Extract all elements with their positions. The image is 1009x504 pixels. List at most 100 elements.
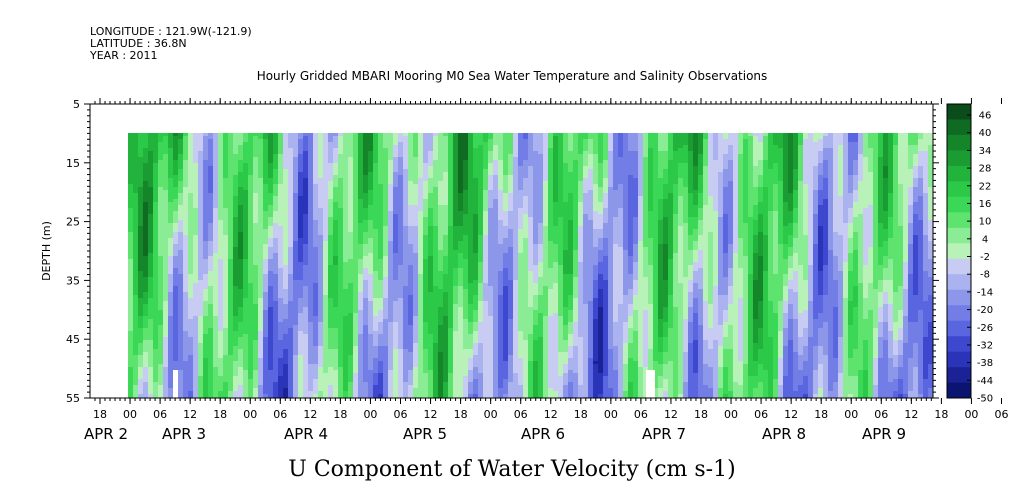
heatmap-cell	[403, 181, 409, 185]
heatmap-cell	[248, 169, 254, 173]
heatmap-cell	[183, 364, 189, 368]
heatmap-cell	[278, 247, 284, 251]
heatmap-cell	[278, 259, 284, 263]
heatmap-cell	[228, 247, 234, 251]
heatmap-cell	[148, 289, 154, 293]
heatmap-cell	[198, 301, 204, 305]
heatmap-cell	[248, 205, 254, 209]
heatmap-cell	[283, 346, 289, 350]
heatmap-cell	[128, 325, 134, 329]
heatmap-cell	[208, 166, 214, 170]
heatmap-cell	[128, 145, 134, 149]
heatmap-cell	[213, 304, 219, 308]
heatmap-cell	[313, 352, 319, 356]
heatmap-cell	[193, 244, 199, 248]
heatmap-cell	[363, 178, 369, 182]
heatmap-cell	[178, 358, 184, 362]
heatmap-cell	[363, 211, 369, 215]
heatmap-cell	[218, 253, 224, 257]
heatmap-cell	[138, 193, 144, 197]
heatmap-cell	[163, 355, 169, 359]
heatmap-cell	[343, 229, 349, 233]
heatmap-cell	[328, 133, 334, 137]
heatmap-cell	[338, 283, 344, 287]
heatmap-cell	[248, 178, 254, 182]
heatmap-cell	[398, 220, 404, 224]
heatmap-cell	[253, 238, 259, 242]
heatmap-cell	[383, 154, 389, 158]
heatmap-cell	[128, 361, 134, 365]
heatmap-cell	[208, 259, 214, 263]
heatmap-cell	[253, 388, 259, 392]
heatmap-cell	[273, 154, 279, 158]
heatmap-cell	[138, 250, 144, 254]
heatmap-cell	[238, 388, 244, 392]
heatmap-cell	[383, 277, 389, 281]
heatmap-cell	[343, 217, 349, 221]
heatmap-cell	[183, 193, 189, 197]
heatmap-cell	[173, 175, 179, 179]
heatmap-cell	[138, 160, 144, 164]
heatmap-cell	[248, 280, 254, 284]
heatmap-cell	[363, 229, 369, 233]
heatmap-cell	[313, 190, 319, 194]
heatmap-cell	[353, 232, 359, 236]
heatmap-cell	[403, 223, 409, 227]
heatmap-cell	[228, 190, 234, 194]
heatmap-cell	[368, 145, 374, 149]
heatmap-cell	[403, 178, 409, 182]
heatmap-cell	[228, 325, 234, 329]
heatmap-cell	[133, 373, 139, 377]
heatmap-cell	[173, 184, 179, 188]
heatmap-cell	[178, 151, 184, 155]
heatmap-cell	[303, 382, 309, 386]
heatmap-cell	[138, 244, 144, 248]
heatmap-cell	[223, 169, 229, 173]
heatmap-cell	[148, 175, 154, 179]
heatmap-cell	[223, 316, 229, 320]
heatmap-cell	[278, 355, 284, 359]
heatmap-cell	[303, 277, 309, 281]
heatmap-cell	[158, 355, 164, 359]
heatmap-cell	[298, 304, 304, 308]
heatmap-cell	[318, 223, 324, 227]
heatmap-cell	[173, 367, 179, 371]
heatmap-cell	[193, 298, 199, 302]
heatmap-cell	[193, 175, 199, 179]
heatmap-cell	[143, 178, 149, 182]
heatmap-cell	[283, 238, 289, 242]
heatmap-cell	[358, 241, 364, 245]
heatmap-cell	[218, 157, 224, 161]
heatmap-cell	[213, 160, 219, 164]
heatmap-cell	[288, 379, 294, 383]
heatmap-cell	[268, 292, 274, 296]
heatmap-cell	[283, 394, 289, 398]
heatmap-cell	[303, 175, 309, 179]
heatmap-cell	[353, 331, 359, 335]
heatmap-cell	[243, 298, 249, 302]
heatmap-cell	[188, 181, 194, 185]
heatmap-cell	[253, 253, 259, 257]
heatmap-cell	[318, 208, 324, 212]
heatmap-cell	[303, 232, 309, 236]
heatmap-cell	[238, 268, 244, 272]
heatmap-cell	[228, 391, 234, 395]
heatmap-cell	[253, 148, 259, 152]
heatmap-cell	[168, 151, 174, 155]
heatmap-cell	[403, 250, 409, 254]
heatmap-cell	[178, 367, 184, 371]
heatmap-cell	[243, 274, 249, 278]
heatmap-cell	[348, 286, 354, 290]
heatmap-cell	[258, 133, 264, 137]
heatmap-cell	[293, 217, 299, 221]
heatmap-cell	[283, 256, 289, 260]
heatmap-cell	[158, 226, 164, 230]
heatmap-cell	[373, 364, 379, 368]
heatmap-cell	[288, 382, 294, 386]
heatmap-cell	[298, 385, 304, 389]
heatmap-cell	[373, 154, 379, 158]
heatmap-cell	[398, 187, 404, 191]
heatmap-cell	[338, 259, 344, 263]
heatmap-cell	[348, 391, 354, 395]
heatmap-cell	[153, 349, 159, 353]
